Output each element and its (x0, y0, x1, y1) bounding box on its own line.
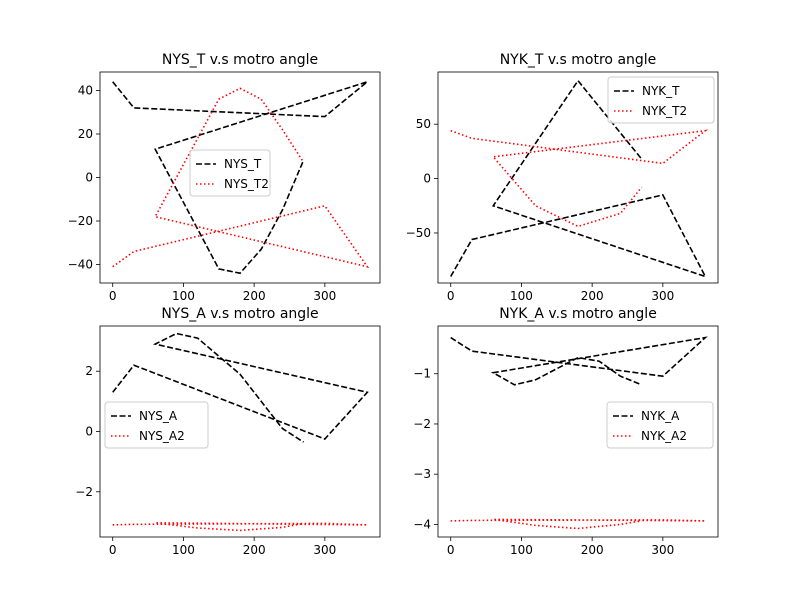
x-tick-label: 200 (581, 289, 604, 303)
subplot-nys-a: NYS_A v.s motro angle 0 100 200 300 −2 0 2 NYS… (75, 306, 381, 557)
y-tick-label: 0 (85, 425, 93, 439)
x-tick-label: 200 (243, 289, 266, 303)
x-tick-label: 200 (581, 543, 604, 557)
plot-area: 0 100 200 300 −4 −3 −2 −1 (413, 336, 708, 557)
series-line-nys-t2 (112, 87, 370, 268)
y-tick-label: 50 (416, 117, 431, 131)
x-tick-label: 0 (109, 543, 117, 557)
y-tick-label: −2 (413, 417, 431, 431)
subplot-nys-t: NYS_T v.s motro angle 0 100 200 300 −40 −20 0 2… (68, 52, 381, 303)
axes-frame (99, 325, 381, 538)
legend-label: NYS_T2 (224, 177, 269, 191)
series-line-nyk-a2 (450, 518, 706, 530)
series-line-nys-a2 (112, 522, 368, 532)
y-tick-label: −40 (68, 258, 93, 272)
x-tick-label: 100 (172, 543, 195, 557)
x-tick-label: 0 (447, 543, 455, 557)
x-tick-label: 100 (510, 543, 533, 557)
legend: NYS_A NYS_A2 (104, 401, 209, 449)
legend-label: NYK_T2 (642, 104, 687, 118)
subplot-title: NYK_T v.s motro angle (500, 52, 657, 68)
series-line-nys-a (112, 332, 369, 443)
legend-box (189, 149, 271, 197)
subplot-nyk-t: NYK_T v.s motro angle 0 100 200 300 −50 0 50 N… (406, 52, 719, 303)
legend-box (606, 401, 714, 449)
series-line-nyk-a (450, 336, 708, 386)
axes-frame (437, 325, 719, 538)
legend-label: NYK_T (642, 84, 680, 98)
axes-frame (437, 71, 719, 284)
legend: NYK_T NYK_T2 (607, 76, 715, 124)
x-tick-label: 200 (243, 543, 266, 557)
legend: NYS_T NYS_T2 (189, 149, 271, 197)
y-tick-label: 20 (78, 127, 93, 141)
y-tick-label: 0 (423, 172, 431, 186)
y-tick-label: −1 (413, 367, 431, 381)
legend-label: NYK_A2 (641, 429, 687, 443)
subplot-title: NYS_T v.s motro angle (162, 52, 318, 68)
x-tick-label: 300 (651, 543, 674, 557)
y-tick-label: −3 (413, 467, 431, 481)
x-tick-label: 300 (313, 289, 336, 303)
legend-label: NYS_A2 (139, 429, 185, 443)
series-line-nys-t (112, 81, 368, 275)
x-tick-label: 300 (651, 289, 674, 303)
plot-area: 0 100 200 300 −40 −20 0 20 40 (68, 81, 370, 303)
plot-area: 0 100 200 300 −50 0 50 (406, 79, 709, 303)
axes-frame (99, 71, 381, 284)
subplot-nyk-a: NYK_A v.s motro angle 0 100 200 300 −4 −3 −2 −1… (413, 306, 719, 557)
y-tick-label: 2 (85, 364, 93, 378)
y-tick-label: 0 (85, 171, 93, 185)
legend: NYK_A NYK_A2 (606, 401, 714, 449)
y-tick-label: −50 (406, 226, 431, 240)
legend-label: NYS_T (224, 157, 262, 171)
subplot-title: NYK_A v.s motro angle (499, 306, 657, 322)
x-tick-label: 0 (109, 289, 117, 303)
y-tick-label: −20 (68, 214, 93, 228)
y-tick-label: −2 (75, 485, 93, 499)
y-tick-label: 40 (78, 83, 93, 97)
x-tick-label: 100 (510, 289, 533, 303)
subplot-title: NYS_A v.s motro angle (161, 306, 318, 322)
y-tick-label: −4 (413, 517, 431, 531)
legend-box (104, 401, 209, 449)
legend-label: NYS_A (139, 409, 178, 423)
legend-box (607, 76, 715, 124)
x-tick-label: 0 (447, 289, 455, 303)
series-line-nyk-t (450, 79, 707, 278)
x-tick-label: 300 (313, 543, 336, 557)
plot-area: 0 100 200 300 −2 0 2 (75, 332, 369, 557)
legend-label: NYK_A (641, 409, 680, 423)
x-tick-label: 100 (172, 289, 195, 303)
